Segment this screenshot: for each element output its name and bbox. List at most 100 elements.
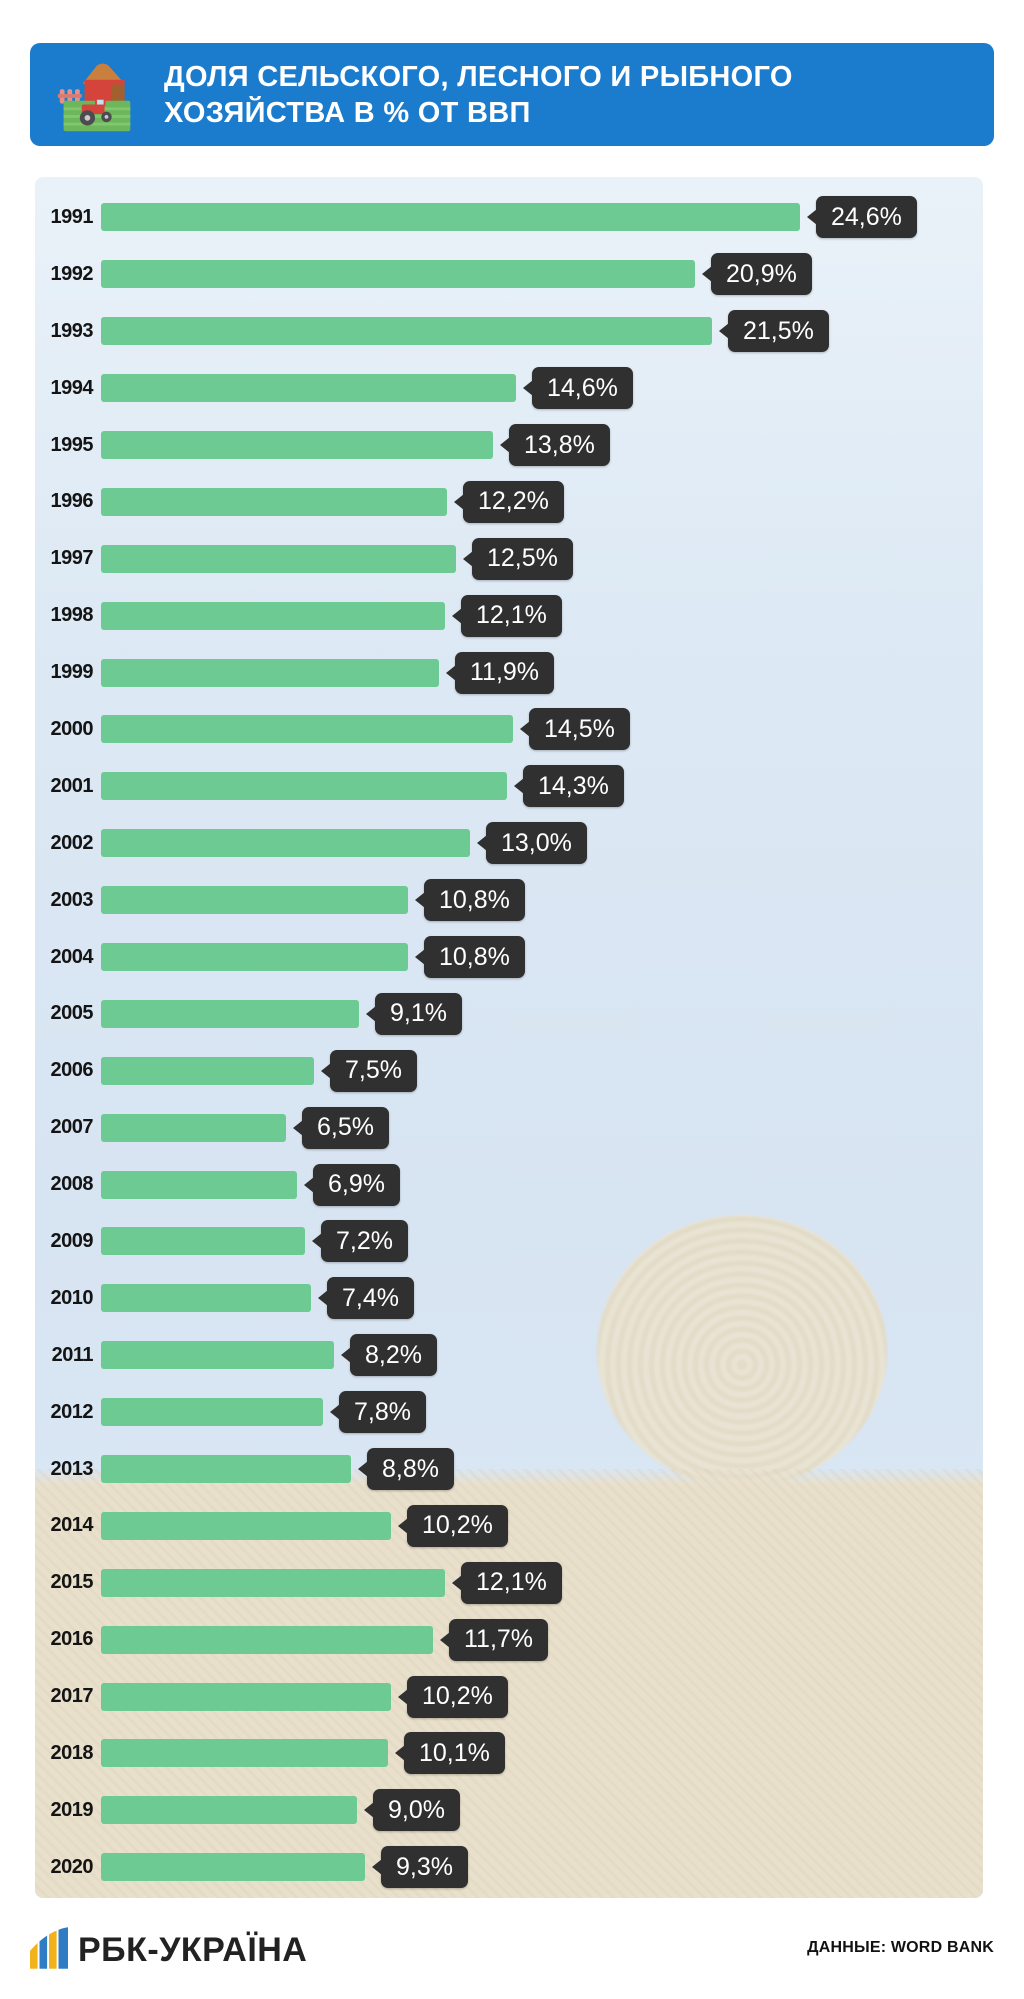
page-title-line2: ХОЗЯЙСТВА В % ОТ ВВП bbox=[164, 96, 531, 129]
chart-row: 2016 11,7% bbox=[45, 1611, 983, 1668]
bar bbox=[101, 1455, 351, 1484]
value-label: 6,5% bbox=[302, 1106, 389, 1149]
bar bbox=[101, 772, 507, 801]
year-label: 2020 bbox=[50, 1855, 94, 1878]
value-label: 12,5% bbox=[472, 537, 573, 580]
bar bbox=[101, 829, 470, 858]
value-label: 7,5% bbox=[330, 1049, 417, 1092]
year-label: 2014 bbox=[50, 1514, 94, 1537]
chart-row: 2017 10,2% bbox=[45, 1668, 983, 1725]
chart-row: 2015 12,1% bbox=[45, 1554, 983, 1611]
year-label: 2008 bbox=[50, 1173, 94, 1196]
value-label: 14,3% bbox=[523, 765, 624, 808]
value-label: 12,1% bbox=[461, 594, 562, 637]
value-label: 10,2% bbox=[407, 1675, 508, 1718]
year-label: 2011 bbox=[51, 1343, 94, 1366]
bar bbox=[101, 715, 513, 744]
value-label: 14,5% bbox=[529, 708, 630, 751]
page-title-line1: ДОЛЯ СЕЛЬСКОГО, ЛЕСНОГО И РЫБНОГО bbox=[164, 60, 793, 93]
year-label: 1994 bbox=[50, 376, 94, 399]
chart-row: 1991 24,6% bbox=[45, 189, 983, 246]
value-label: 13,8% bbox=[509, 424, 610, 466]
year-label: 2001 bbox=[50, 774, 94, 797]
chart-row: 1997 12,5% bbox=[45, 530, 983, 587]
chart-row: 2009 7,2% bbox=[45, 1213, 983, 1270]
chart-row: 2014 10,2% bbox=[45, 1497, 983, 1554]
bar bbox=[101, 374, 516, 403]
chart-row: 2011 8,2% bbox=[45, 1327, 983, 1384]
chart-row: 2003 10,8% bbox=[45, 872, 983, 929]
value-label: 11,7% bbox=[449, 1618, 549, 1661]
value-label: 11,9% bbox=[455, 651, 555, 694]
year-label: 1992 bbox=[50, 262, 94, 285]
bar bbox=[101, 203, 800, 232]
value-label: 13,0% bbox=[486, 822, 587, 865]
bar bbox=[101, 260, 695, 289]
bar bbox=[101, 544, 456, 573]
chart-row: 1998 12,1% bbox=[45, 587, 983, 644]
hay-bale-image bbox=[597, 1215, 887, 1487]
chart-rows: 1991 24,6% 1992 20,9% 1993 21,5% 1994 14… bbox=[35, 177, 983, 1898]
value-label: 9,1% bbox=[375, 992, 462, 1035]
value-label: 14,6% bbox=[532, 367, 633, 410]
chart-row: 1992 20,9% bbox=[45, 246, 983, 303]
chart-row: 2010 7,4% bbox=[45, 1270, 983, 1327]
value-label: 12,1% bbox=[461, 1561, 562, 1604]
bar bbox=[101, 1682, 391, 1711]
chart-row: 2008 6,9% bbox=[45, 1156, 983, 1213]
value-label: 6,9% bbox=[313, 1163, 400, 1206]
year-label: 2000 bbox=[50, 717, 94, 740]
value-label: 7,4% bbox=[327, 1277, 414, 1320]
year-label: 2015 bbox=[50, 1571, 94, 1594]
footer: РБК-УКРАЇНА ДАННЫЕ: WORD BANK bbox=[30, 1916, 994, 1980]
bar bbox=[101, 1568, 445, 1597]
header: ДОЛЯ СЕЛЬСКОГО, ЛЕСНОГО И РЫБНОГО ХОЗЯЙС… bbox=[30, 43, 994, 146]
value-label: 12,2% bbox=[463, 480, 564, 523]
farm-icon bbox=[57, 63, 131, 131]
bar bbox=[101, 1113, 286, 1142]
year-label: 2009 bbox=[50, 1229, 94, 1252]
bar bbox=[101, 999, 359, 1028]
chart-row: 2000 14,5% bbox=[45, 701, 983, 758]
year-label: 2006 bbox=[50, 1059, 94, 1082]
value-label: 10,8% bbox=[424, 879, 525, 922]
barn-roof-shape bbox=[82, 63, 125, 84]
year-label: 2004 bbox=[50, 945, 94, 968]
year-label: 1998 bbox=[50, 604, 94, 627]
bar bbox=[101, 487, 447, 516]
value-label: 8,2% bbox=[350, 1334, 437, 1377]
fence-shape bbox=[57, 88, 82, 104]
page-title: ДОЛЯ СЕЛЬСКОГО, ЛЕСНОГО И РЫБНОГО ХОЗЯЙС… bbox=[164, 59, 793, 131]
value-label: 10,1% bbox=[404, 1732, 505, 1775]
value-label: 24,6% bbox=[816, 196, 917, 239]
year-label: 1997 bbox=[50, 547, 94, 570]
chart-row: 2007 6,5% bbox=[45, 1099, 983, 1156]
bar-chart: 1991 24,6% 1992 20,9% 1993 21,5% 1994 14… bbox=[35, 177, 983, 1898]
chart-row: 2006 7,5% bbox=[45, 1042, 983, 1099]
year-label: 1993 bbox=[50, 319, 94, 342]
year-label: 2012 bbox=[50, 1400, 94, 1423]
year-label: 2019 bbox=[50, 1798, 94, 1821]
value-label: 20,9% bbox=[711, 253, 812, 296]
bar bbox=[101, 1625, 433, 1654]
value-label: 8,8% bbox=[367, 1448, 454, 1491]
bar bbox=[101, 1853, 365, 1882]
value-label: 7,2% bbox=[321, 1220, 408, 1263]
bar bbox=[101, 1284, 311, 1313]
bar bbox=[101, 601, 445, 630]
year-label: 2018 bbox=[50, 1741, 94, 1764]
year-label: 1999 bbox=[50, 661, 94, 684]
year-label: 2005 bbox=[50, 1002, 94, 1025]
chart-row: 1995 13,8% bbox=[45, 417, 983, 474]
bar bbox=[101, 658, 439, 687]
bar bbox=[101, 317, 712, 346]
year-label: 2017 bbox=[50, 1685, 94, 1708]
bar bbox=[101, 1341, 334, 1370]
value-label: 21,5% bbox=[728, 310, 829, 353]
chart-row: 2001 14,3% bbox=[45, 758, 983, 815]
bar bbox=[101, 1170, 297, 1199]
year-label: 1991 bbox=[50, 205, 94, 228]
chart-row: 2002 13,0% bbox=[45, 815, 983, 872]
chart-row: 2013 8,8% bbox=[45, 1441, 983, 1498]
value-label: 9,3% bbox=[381, 1846, 468, 1889]
